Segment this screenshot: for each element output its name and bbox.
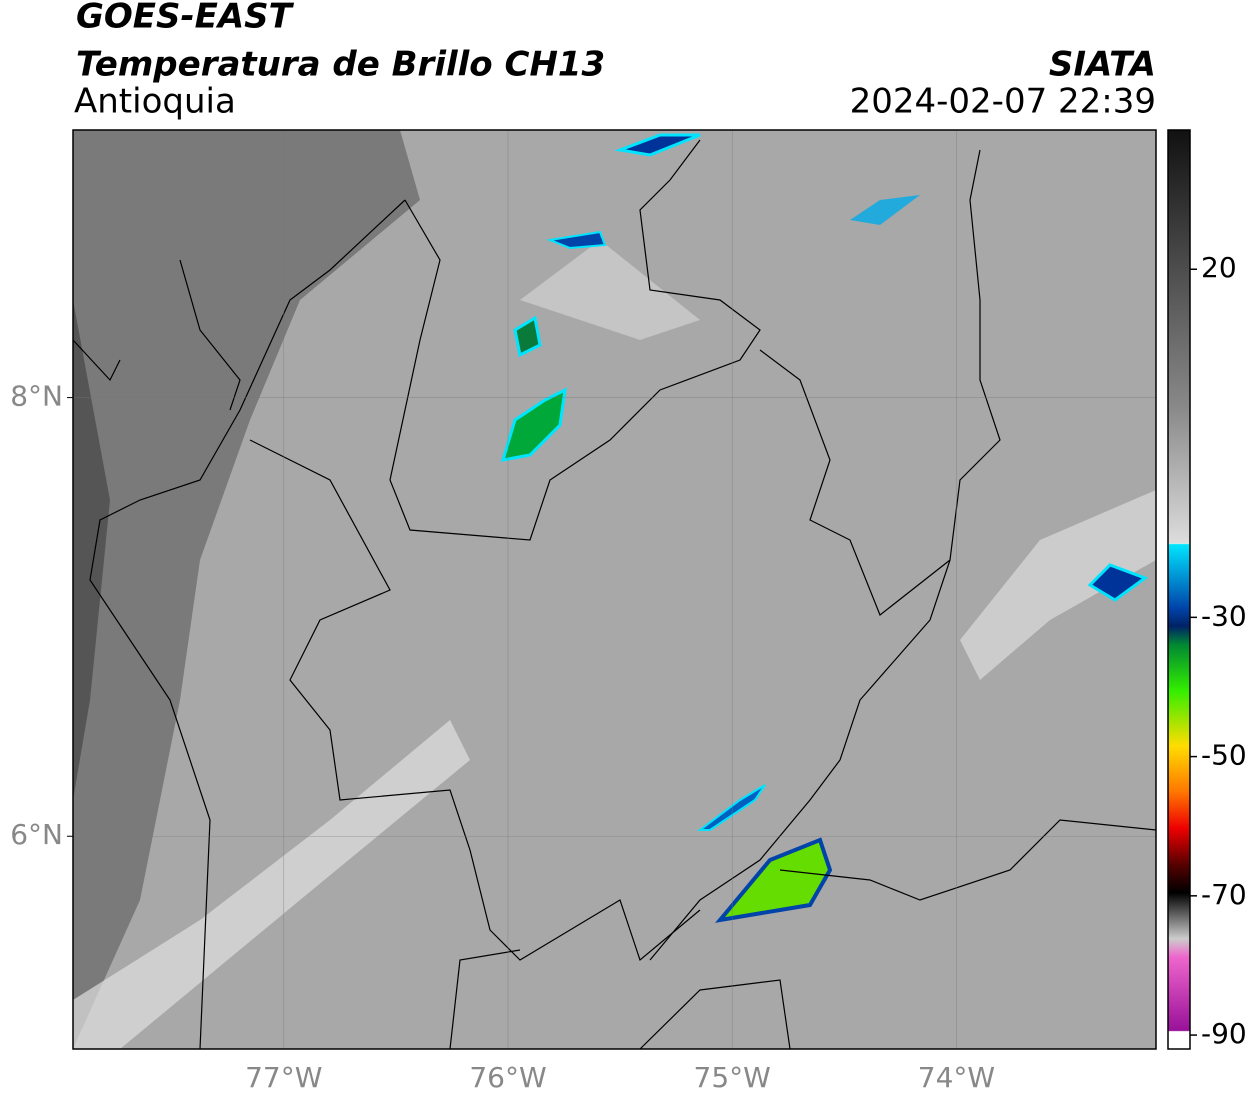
colorbar-tick-label: -30 xyxy=(1201,599,1247,632)
region: Antioquia xyxy=(74,82,236,122)
border xyxy=(649,559,951,961)
cloud xyxy=(73,720,470,1049)
x-tick-label: 76°W xyxy=(469,1061,546,1094)
cold-cloud xyxy=(850,195,920,225)
colorbar-tick-label: -50 xyxy=(1201,739,1247,772)
coast xyxy=(179,259,241,411)
x-tick-label: 75°W xyxy=(694,1061,771,1094)
borders xyxy=(73,139,1156,1049)
cold-cloud xyxy=(614,133,701,157)
coast xyxy=(89,199,406,1049)
cold-cloud xyxy=(513,315,542,358)
colorbar-tick-label: -70 xyxy=(1201,878,1247,911)
x-tick-label: 74°W xyxy=(918,1061,995,1094)
source: SIATA xyxy=(1049,45,1156,85)
border xyxy=(449,949,521,1049)
cloud xyxy=(960,490,1156,680)
x-tick-label: 77°W xyxy=(245,1061,322,1094)
cold-cloud xyxy=(546,230,607,250)
grid xyxy=(73,130,1156,1049)
colorbar-tick-label: 20 xyxy=(1201,251,1237,284)
ocean xyxy=(73,300,110,800)
cold-cloud xyxy=(500,387,567,462)
datetime: 2024-02-07 22:39 xyxy=(850,82,1156,122)
border xyxy=(639,979,791,1049)
cold-cloud xyxy=(715,837,833,923)
subtitle: Temperatura de Brillo CH13 xyxy=(76,45,605,85)
coast xyxy=(73,339,121,382)
cold-cloud xyxy=(1087,563,1149,602)
colorbar-tick-label: -90 xyxy=(1201,1017,1247,1050)
y-tick-label: 6°N xyxy=(10,818,63,851)
y-tick-label: 8°N xyxy=(10,380,63,413)
border xyxy=(389,139,761,541)
colorbar xyxy=(1167,129,1191,1050)
map-image xyxy=(73,130,1156,1049)
dark-area xyxy=(73,130,420,1049)
border xyxy=(249,439,701,962)
border xyxy=(779,819,1156,901)
title: GOES-EAST xyxy=(76,0,295,37)
cloud xyxy=(520,240,700,340)
map-frame xyxy=(72,129,1157,1050)
